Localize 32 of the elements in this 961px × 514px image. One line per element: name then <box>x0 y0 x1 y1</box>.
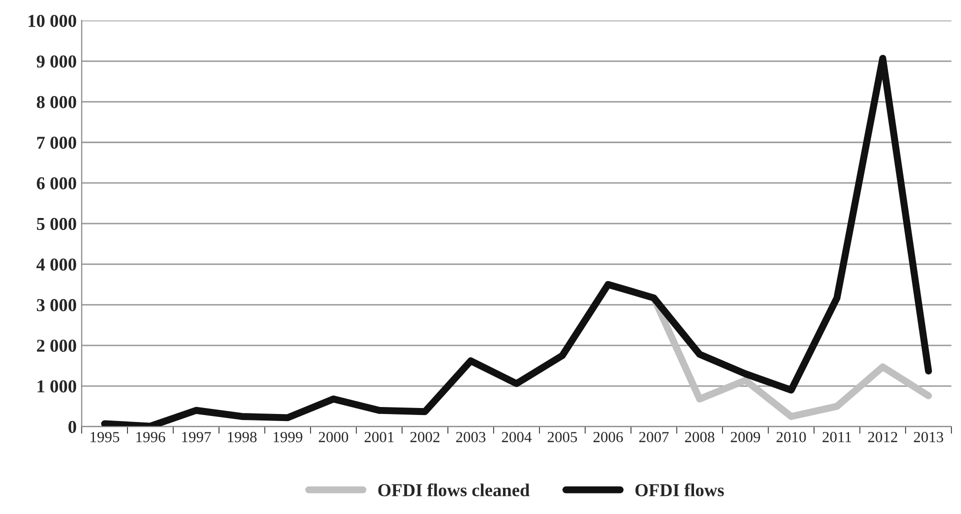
legend-label: OFDI flows cleaned <box>378 483 530 496</box>
x-tick-label: 2006 <box>593 432 623 442</box>
y-tick-label: 2 000 <box>36 340 76 352</box>
x-tick-label: 1996 <box>136 432 166 442</box>
x-tick-label: 2003 <box>456 432 486 442</box>
x-tick-label: 1997 <box>182 432 211 442</box>
x-tick-label: 2013 <box>914 432 944 442</box>
x-tick-label: 2010 <box>776 432 806 442</box>
x-tick-label: 2002 <box>410 432 440 442</box>
y-tick-label: 9 000 <box>36 55 76 68</box>
y-tick-label: 5 000 <box>36 218 76 230</box>
x-tick-label: 2001 <box>364 432 394 442</box>
y-tick-label: 0 <box>68 420 76 434</box>
x-tick-label: 2004 <box>502 432 532 442</box>
x-tick-label: 2011 <box>822 432 852 442</box>
x-tick-label: 1995 <box>90 432 120 442</box>
x-tick-label: 2008 <box>685 432 714 442</box>
x-tick-label: 2005 <box>548 432 577 442</box>
legend-label: OFDI flows <box>635 483 724 496</box>
y-tick-label: 1 000 <box>38 380 76 392</box>
x-tick-label: 1999 <box>274 432 302 442</box>
y-tick-label: 7 000 <box>37 136 76 149</box>
x-tick-label: 2009 <box>730 432 760 442</box>
x-tick-label: 2012 <box>868 432 898 442</box>
x-tick-label: 2007 <box>639 432 669 442</box>
y-tick-label: 8 000 <box>36 96 76 108</box>
y-tick-label: 3 000 <box>36 299 76 312</box>
x-tick-label: 2000 <box>318 432 348 442</box>
y-tick-label: 6 000 <box>36 177 76 190</box>
x-tick-label: 1998 <box>228 432 257 442</box>
y-tick-label: 4 000 <box>36 258 76 271</box>
y-tick-label: 10 000 <box>28 14 76 27</box>
